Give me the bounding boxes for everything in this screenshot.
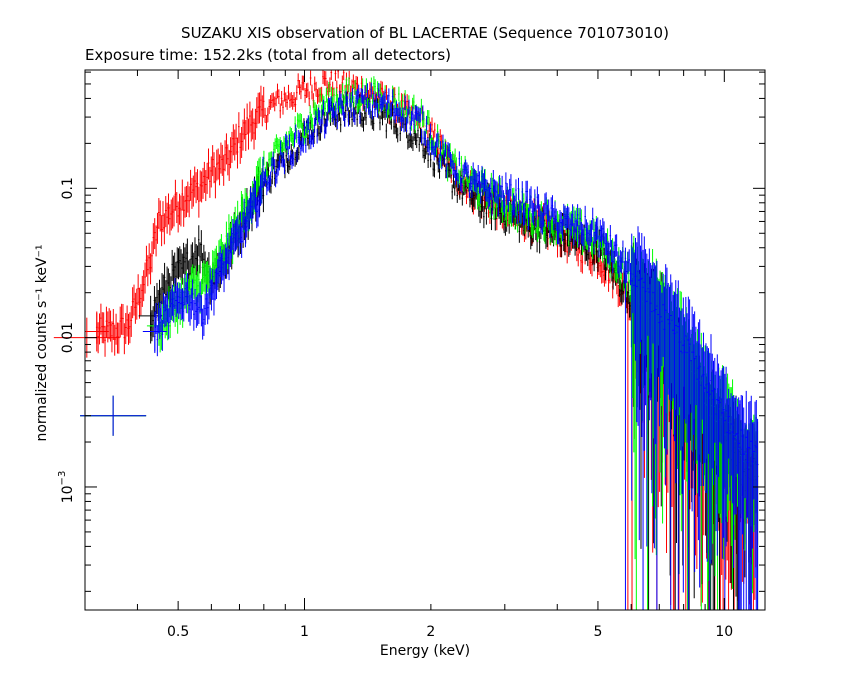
- y-tick-label: 0.01: [60, 322, 76, 353]
- tick-labels: 0.5 1 2 5 10 0.1 0.01 10−3: [57, 177, 733, 640]
- data-series: [80, 82, 759, 610]
- x-tick-label: 0.5: [167, 624, 189, 640]
- y-tick-label: 0.1: [60, 177, 76, 199]
- ticks-layer: [84, 70, 765, 610]
- x-axis-label: Energy (keV): [380, 643, 470, 659]
- x-tick-label: 10: [715, 624, 733, 640]
- x-tick-label: 2: [426, 624, 435, 640]
- y-tick-label: 10−3: [57, 471, 76, 504]
- chart-title: SUZAKU XIS observation of BL LACERTAE (S…: [181, 24, 669, 42]
- y-axis-label: normalized counts s⁻¹ keV⁻¹: [34, 244, 50, 441]
- x-tick-label: 1: [300, 624, 309, 640]
- plot-frame: [84, 69, 766, 611]
- chart-subtitle: Exposure time: 152.2ks (total from all d…: [85, 46, 451, 64]
- series-layer: [53, 70, 759, 610]
- x-tick-label: 5: [593, 624, 602, 640]
